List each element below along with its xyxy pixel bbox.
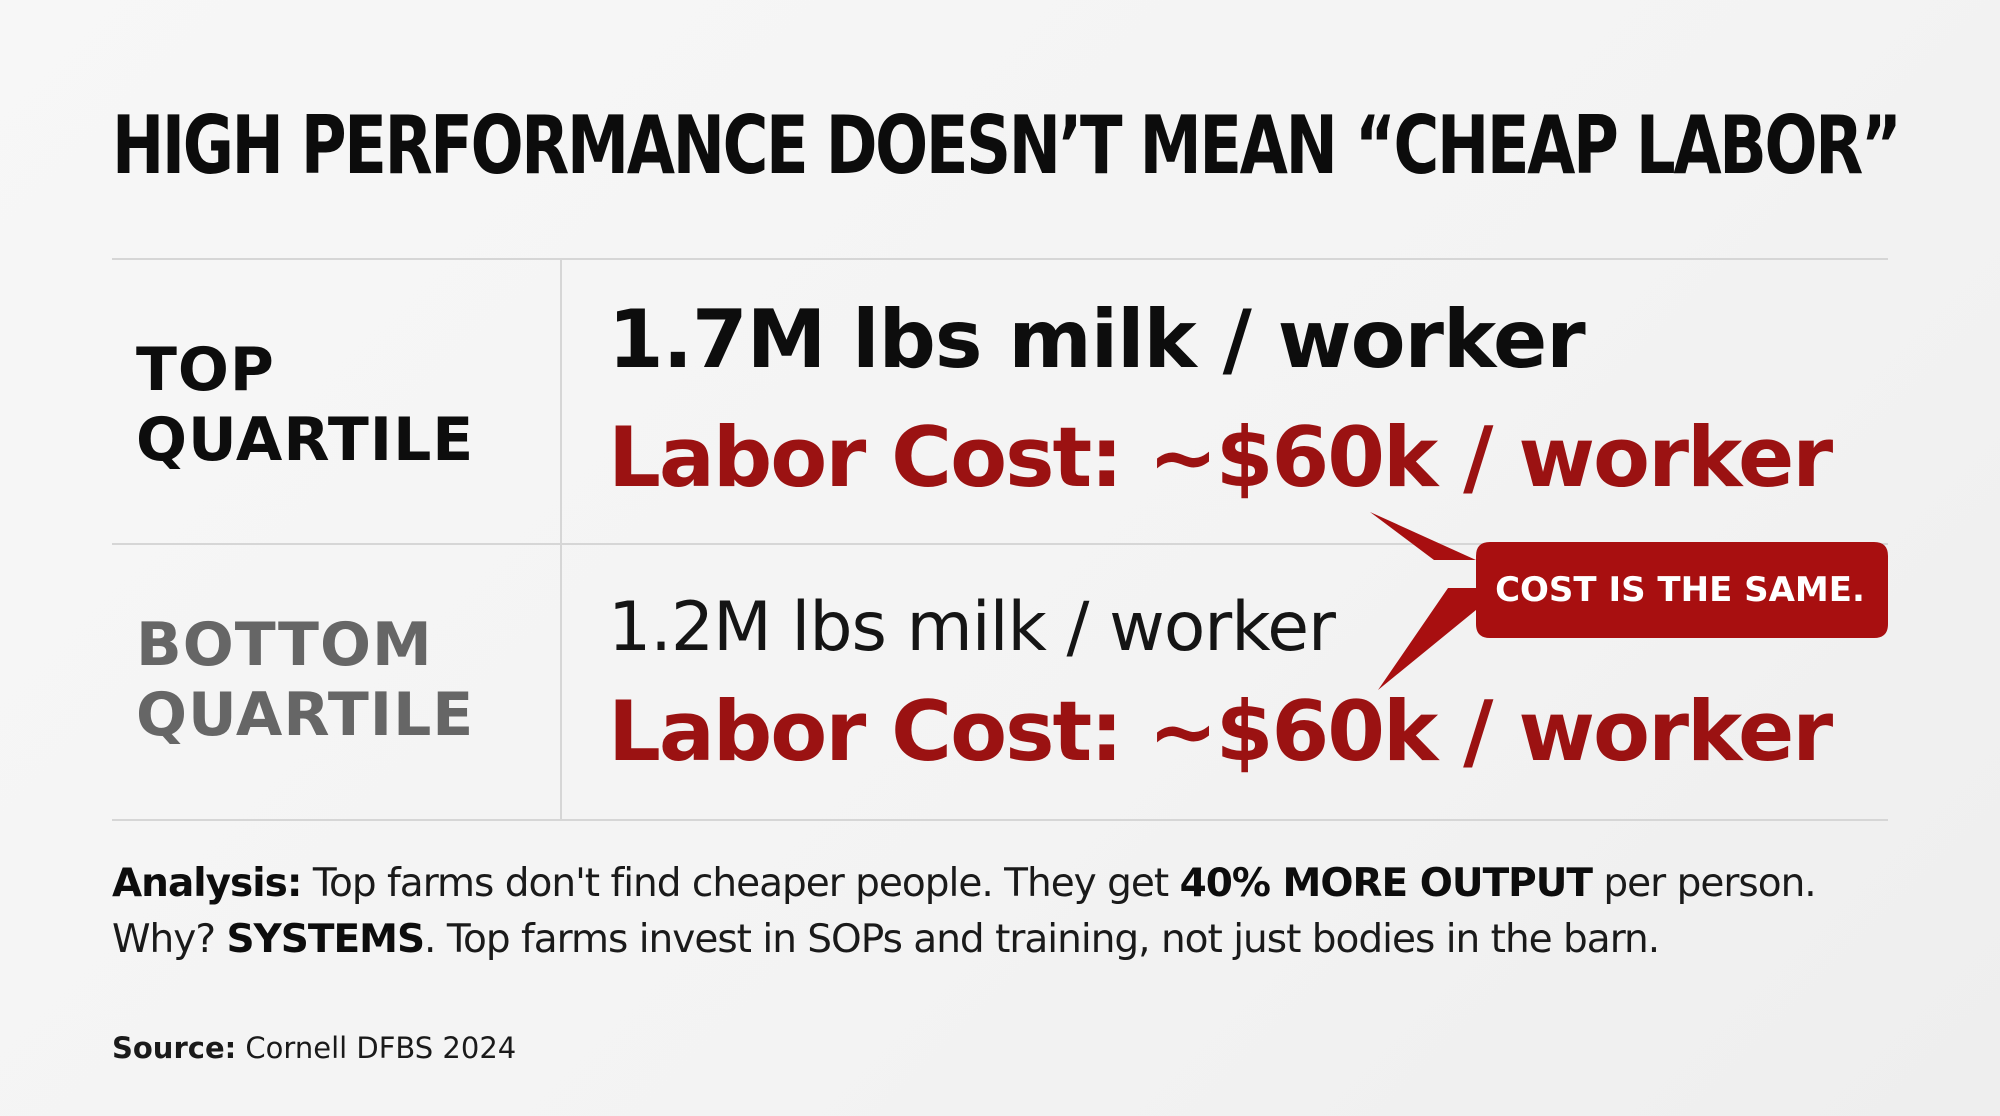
table-bottom-divider [112, 819, 1888, 821]
analysis-text: Analysis: Top farms don't find cheaper p… [112, 856, 1902, 968]
source-label: Source: [112, 1031, 237, 1065]
analysis-line2-part-a: Why? [112, 917, 227, 962]
analysis-emphasis-systems: SYSTEMS [226, 917, 425, 962]
table-column-divider [560, 258, 562, 821]
comparison-table: TOP QUARTILE 1.7M lbs milk / worker Labo… [112, 258, 1888, 821]
top-quartile-label: TOP QUARTILE [136, 335, 475, 475]
analysis-emphasis-output: 40% MORE OUTPUT [1179, 861, 1593, 906]
top-quartile-labor-cost: Labor Cost: ~$60k / worker [608, 409, 1833, 506]
callout-bubble-shape [1370, 512, 1888, 690]
analysis-line1-part-b: per person. [1592, 861, 1816, 906]
cost-callout: COST IS THE SAME. [1370, 500, 1890, 700]
callout-text: COST IS THE SAME. [1495, 570, 1865, 610]
analysis-lead: Analysis: [112, 861, 302, 906]
analysis-line2-part-b: . Top farms invest in SOPs and training,… [424, 917, 1660, 962]
source-value: Cornell DFBS 2024 [236, 1031, 517, 1065]
headline: HIGH PERFORMANCE DOESN’T MEAN “CHEAP LAB… [112, 99, 1902, 192]
analysis-line1-part-a: Top farms don't find cheaper people. The… [301, 861, 1180, 906]
table-row-divider [112, 543, 1888, 545]
top-quartile-output: 1.7M lbs milk / worker [608, 293, 1586, 386]
bottom-quartile-output: 1.2M lbs milk / worker [608, 588, 1336, 667]
source-note: Source: Cornell DFBS 2024 [112, 1028, 516, 1068]
bottom-quartile-label: BOTTOM QUARTILE [136, 610, 475, 750]
bottom-quartile-labor-cost: Labor Cost: ~$60k / worker [608, 683, 1833, 780]
table-top-divider [112, 258, 1888, 260]
